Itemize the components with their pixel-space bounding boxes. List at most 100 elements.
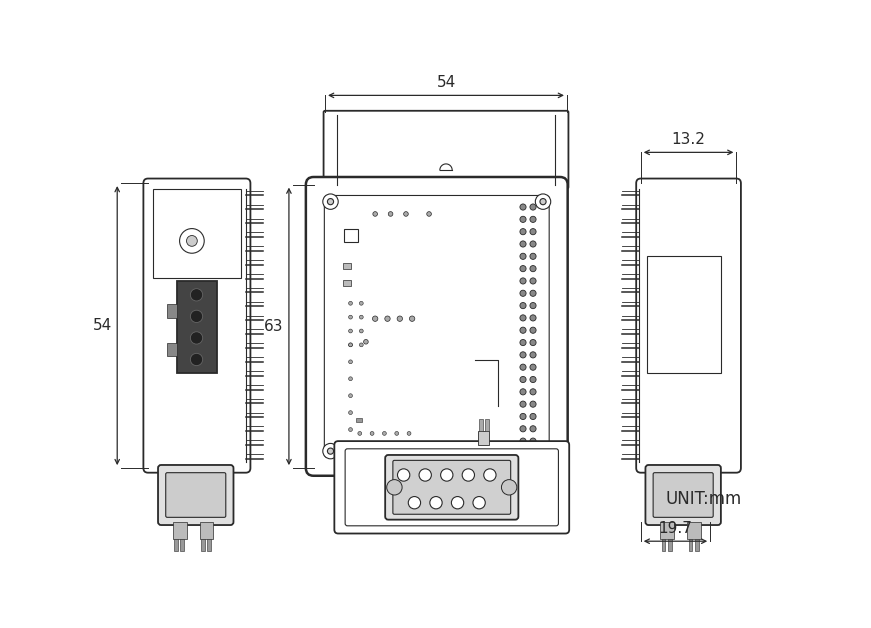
Circle shape <box>358 431 361 435</box>
Bar <box>343 263 350 269</box>
FancyBboxPatch shape <box>385 455 518 519</box>
FancyBboxPatch shape <box>306 177 568 476</box>
Bar <box>207 539 211 551</box>
Circle shape <box>520 290 526 296</box>
Circle shape <box>520 352 526 358</box>
Bar <box>201 539 205 551</box>
Bar <box>343 280 350 286</box>
Bar <box>177 281 217 374</box>
Circle shape <box>385 316 390 322</box>
Circle shape <box>382 431 387 435</box>
Circle shape <box>348 343 353 347</box>
Circle shape <box>530 266 536 272</box>
Circle shape <box>530 401 536 407</box>
Circle shape <box>451 497 463 509</box>
Circle shape <box>520 253 526 259</box>
Circle shape <box>520 438 526 444</box>
Circle shape <box>179 229 204 253</box>
Bar <box>152 189 241 278</box>
Circle shape <box>540 198 546 205</box>
Circle shape <box>530 364 536 371</box>
Circle shape <box>530 303 536 309</box>
Bar <box>167 342 177 357</box>
Circle shape <box>348 428 353 431</box>
Circle shape <box>191 289 203 301</box>
Bar <box>356 418 362 422</box>
Bar <box>660 522 674 539</box>
Circle shape <box>323 443 338 459</box>
Circle shape <box>427 212 431 216</box>
Circle shape <box>419 469 431 481</box>
Circle shape <box>530 376 536 382</box>
Circle shape <box>520 216 526 222</box>
FancyBboxPatch shape <box>636 178 741 473</box>
FancyBboxPatch shape <box>165 473 226 517</box>
Bar <box>647 256 721 374</box>
Bar <box>689 539 692 551</box>
Circle shape <box>403 212 408 216</box>
Circle shape <box>387 480 402 495</box>
Bar <box>344 229 358 242</box>
Circle shape <box>463 469 475 481</box>
Circle shape <box>520 426 526 432</box>
Text: 13.2: 13.2 <box>672 132 706 147</box>
Circle shape <box>530 426 536 432</box>
FancyBboxPatch shape <box>334 441 570 534</box>
FancyBboxPatch shape <box>144 178 251 473</box>
Circle shape <box>530 253 536 259</box>
Circle shape <box>520 278 526 284</box>
Circle shape <box>376 443 380 447</box>
Circle shape <box>530 278 536 284</box>
Circle shape <box>348 343 353 347</box>
Bar <box>199 522 213 539</box>
Bar <box>167 304 177 318</box>
Circle shape <box>530 315 536 321</box>
Circle shape <box>520 364 526 371</box>
Circle shape <box>363 340 368 344</box>
Bar <box>549 187 559 201</box>
Circle shape <box>429 497 442 509</box>
Circle shape <box>530 241 536 247</box>
Circle shape <box>530 438 536 444</box>
Circle shape <box>191 354 203 365</box>
Bar <box>687 522 701 539</box>
Circle shape <box>429 474 440 484</box>
FancyBboxPatch shape <box>323 111 569 188</box>
Circle shape <box>373 316 378 322</box>
Circle shape <box>520 340 526 345</box>
Circle shape <box>502 480 517 495</box>
Circle shape <box>530 204 536 210</box>
Circle shape <box>520 389 526 395</box>
Bar <box>479 419 483 431</box>
Circle shape <box>536 194 550 209</box>
Circle shape <box>520 229 526 235</box>
Circle shape <box>520 401 526 407</box>
Circle shape <box>360 301 363 305</box>
Circle shape <box>520 413 526 420</box>
Circle shape <box>407 431 411 435</box>
Circle shape <box>520 315 526 321</box>
Circle shape <box>530 216 536 222</box>
Circle shape <box>364 443 368 447</box>
Bar <box>172 522 186 539</box>
Circle shape <box>408 474 420 484</box>
Circle shape <box>536 443 550 459</box>
Circle shape <box>323 194 338 209</box>
Circle shape <box>473 497 485 509</box>
Circle shape <box>397 469 410 481</box>
Text: 54: 54 <box>92 318 111 333</box>
Circle shape <box>373 212 377 216</box>
Circle shape <box>530 340 536 345</box>
Bar <box>485 419 489 431</box>
Bar <box>174 539 178 551</box>
Circle shape <box>399 498 409 509</box>
Circle shape <box>348 301 353 305</box>
FancyBboxPatch shape <box>375 460 499 518</box>
Circle shape <box>348 315 353 319</box>
Circle shape <box>520 266 526 272</box>
Circle shape <box>469 474 480 484</box>
Bar <box>327 181 565 187</box>
Circle shape <box>449 474 460 484</box>
Bar <box>550 190 553 199</box>
Circle shape <box>191 332 203 344</box>
